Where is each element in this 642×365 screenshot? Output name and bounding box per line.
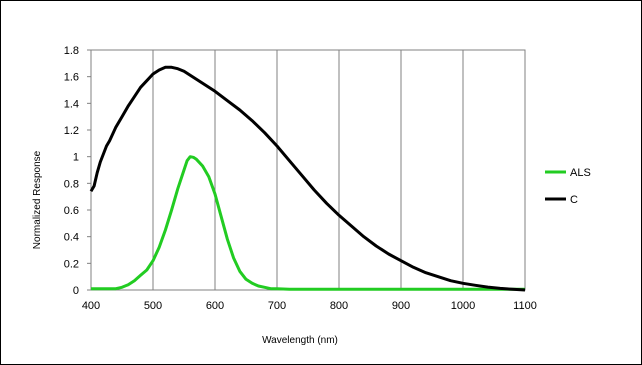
- y-tick-label: 1.6: [64, 72, 79, 84]
- y-tick-labels: 0 0.2 0.4 0.6 0.8 1 1.2 1.4 1.6 1.8: [64, 45, 91, 297]
- series-line-als: [91, 155, 525, 291]
- legend-label-als: ALS: [570, 167, 591, 179]
- x-tick-label: 600: [206, 300, 224, 312]
- x-tick-label: 800: [330, 300, 348, 312]
- legend: ALS C: [545, 167, 591, 206]
- x-axis-label: Wavelength (nm): [262, 335, 338, 346]
- y-tick-label: 1: [73, 152, 79, 164]
- x-tick-label: 700: [268, 300, 286, 312]
- legend-label-c: C: [570, 194, 578, 206]
- x-tick-label: 1000: [451, 300, 475, 312]
- series-layer: [89, 65, 526, 292]
- series-line-c: [89, 65, 526, 292]
- y-tick-label: 1.8: [64, 45, 79, 57]
- x-tick-labels: 400 500 600 700 800 900 1000 1100: [82, 300, 537, 312]
- y-tick-label: 1.4: [64, 98, 79, 110]
- y-tick-label: 0.8: [64, 178, 79, 190]
- y-axis-label: Normalized Response: [32, 150, 43, 249]
- x-tick-label: 400: [82, 300, 100, 312]
- x-tick-label: 500: [144, 300, 162, 312]
- y-tick-label: 0.6: [64, 205, 79, 217]
- x-tick-label: 900: [392, 300, 410, 312]
- y-tick-label: 0.4: [64, 232, 79, 244]
- x-tick-label: 1100: [513, 300, 537, 312]
- y-tick-label: 0: [73, 285, 79, 297]
- y-tick-label: 0.2: [64, 258, 79, 270]
- y-tick-label: 1.2: [64, 125, 79, 137]
